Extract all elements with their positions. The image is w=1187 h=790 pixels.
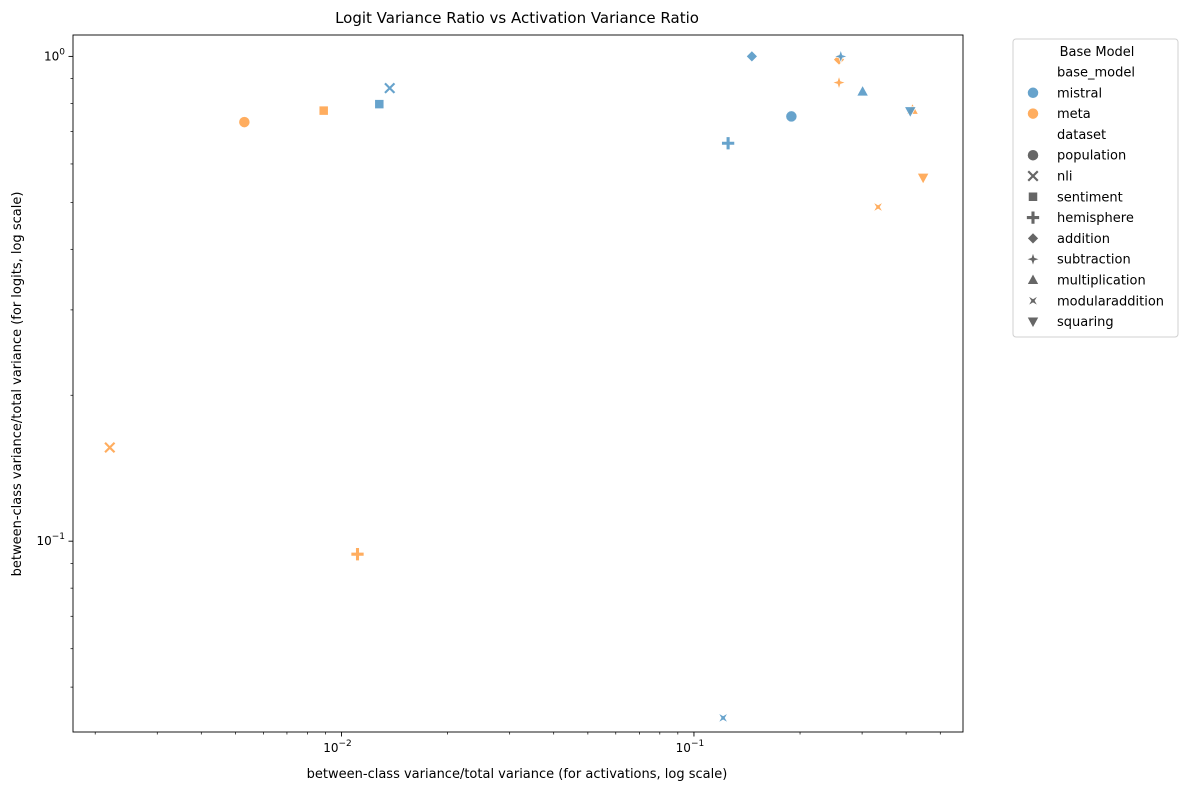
legend-title: Base Model <box>1060 45 1135 60</box>
legend-label-nli: nli <box>1057 170 1072 185</box>
x-tick-label: 10−2 <box>323 739 352 755</box>
point-meta-nli <box>103 441 117 455</box>
legend-hue-header: base_model <box>1057 66 1135 81</box>
point-mistral-hemisphere <box>721 136 735 151</box>
y-tick-label: 100 <box>44 47 65 63</box>
point-mistral-subtraction <box>833 48 849 65</box>
legend-marker-multiplication <box>1026 273 1040 285</box>
legend-marker-sentiment <box>1028 191 1038 202</box>
chart-title: Logit Variance Ratio vs Activation Varia… <box>335 9 699 27</box>
legend-marker-hemisphere <box>1026 210 1040 225</box>
legend-marker-population <box>1027 149 1039 162</box>
legend-label-meta: meta <box>1057 107 1091 122</box>
point-mistral-multiplication <box>856 84 869 97</box>
points-layer <box>103 48 930 724</box>
legend-frame <box>1012 38 1179 338</box>
legend-marker-modularaddition <box>1027 295 1039 307</box>
legend-label-addition: addition <box>1057 232 1110 247</box>
y-tick-label: 10−1 <box>36 532 65 548</box>
point-mistral-sentiment <box>374 99 385 110</box>
legend-label-hemisphere: hemisphere <box>1057 211 1134 226</box>
point-mistral-population <box>785 110 798 123</box>
point-meta-hemisphere <box>350 547 365 562</box>
legend-marker-squaring <box>1026 316 1040 329</box>
point-meta-population <box>238 116 251 129</box>
plot-frame <box>72 34 964 733</box>
point-meta-squaring <box>916 172 930 185</box>
legend-label-sentiment: sentiment <box>1057 190 1123 205</box>
legend-marker-subtraction <box>1025 251 1041 267</box>
point-mistral-modularaddition <box>717 712 729 724</box>
legend-marker-mistral <box>1027 86 1039 99</box>
legend-label-squaring: squaring <box>1057 315 1114 330</box>
point-mistral-squaring <box>903 106 917 119</box>
legend-label-population: population <box>1057 149 1126 164</box>
x-axis-label: between-class variance/total variance (f… <box>307 767 728 782</box>
legend-label-modularaddition: modularaddition <box>1057 294 1164 309</box>
point-mistral-nli <box>383 81 397 95</box>
point-mistral-addition <box>745 50 758 63</box>
point-meta-sentiment <box>318 105 329 116</box>
y-axis-label: between-class variance/total variance (f… <box>10 192 25 577</box>
legend-marker-addition <box>1026 232 1040 245</box>
point-meta-subtraction <box>831 74 847 91</box>
legend-label-multiplication: multiplication <box>1057 274 1146 289</box>
legend-label-mistral: mistral <box>1057 86 1102 101</box>
axes-layer: 10−2 10−1 10−1 100 <box>36 47 941 755</box>
legend-marker-nli <box>1026 169 1040 183</box>
x-tick-label: 10−1 <box>676 739 705 755</box>
point-meta-modularaddition <box>872 201 884 213</box>
legend-style-header: dataset <box>1057 128 1106 143</box>
legend-marker-meta <box>1027 107 1039 120</box>
legend-label-subtraction: subtraction <box>1057 253 1131 268</box>
